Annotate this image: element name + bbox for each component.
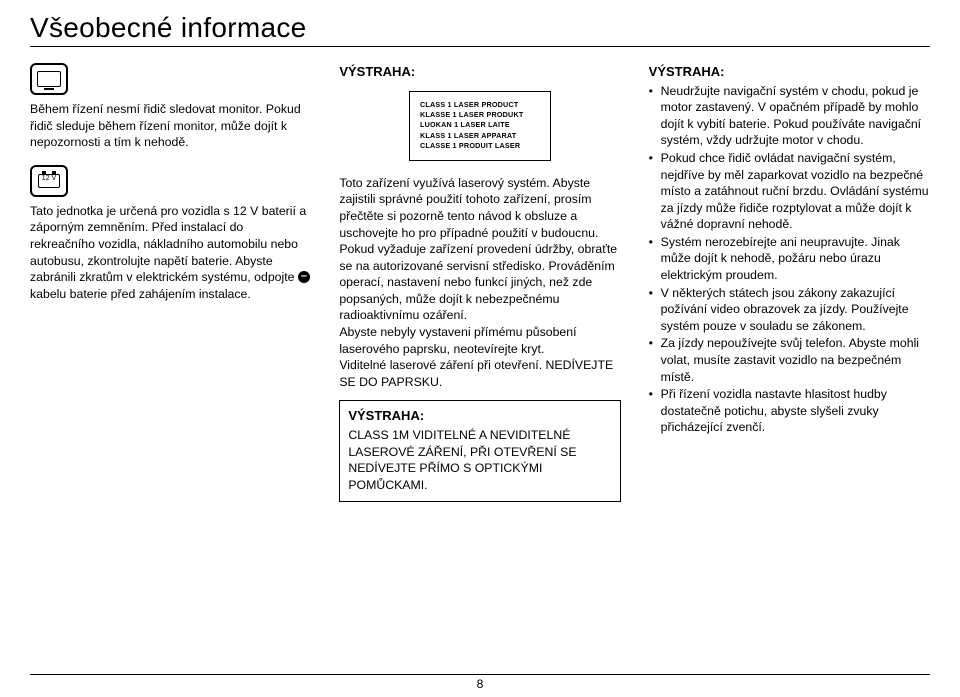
column-2: VÝSTRAHA: CLASS 1 LASER PRODUCT KLASSE 1… [339,63,620,502]
page-number: 8 [477,677,484,691]
warn-box-heading: VÝSTRAHA: [348,407,611,425]
col1-para2-a: Tato jednotka je určená pro vozidla s 12… [30,204,306,284]
laser-line: CLASS 1 LASER PRODUCT [420,100,540,110]
page-footer: 8 [0,674,960,691]
col1-para1: Během řízení nesmí řidič sledovat monito… [30,101,311,151]
page: Všeobecné informace Během řízení nesmí ř… [0,0,960,697]
battery-label: 12 V [38,175,60,182]
bullet-item: Při řízení vozidla nastavte hlasitost hu… [649,386,930,436]
warning-box: VÝSTRAHA: CLASS 1M VIDITELNÉ A NEVIDITEL… [339,400,620,502]
col2-heading: VÝSTRAHA: [339,63,620,81]
col3-bullets: Neudržujte navigační systém v chodu, pok… [649,83,930,436]
title-rule [30,46,930,47]
laser-line: LUOKAN 1 LASER LAITE [420,120,540,130]
columns: Během řízení nesmí řidič sledovat monito… [30,63,930,502]
bullet-item: Za jízdy nepoužívejte svůj telefon. Abys… [649,335,930,385]
column-1: Během řízení nesmí řidič sledovat monito… [30,63,311,502]
bullet-item: Neudržujte navigační systém v chodu, pok… [649,83,930,149]
warn-box-body: CLASS 1M VIDITELNÉ A NEVIDITELNÉ LASEROV… [348,427,611,493]
laser-label-box: CLASS 1 LASER PRODUCT KLASSE 1 LASER PRO… [409,91,551,161]
minus-icon: – [298,271,310,283]
laser-line: KLASS 1 LASER APPARAT [420,131,540,141]
bullet-item: V některých státech jsou zákony zakazují… [649,285,930,335]
laser-line: CLASSE 1 PRODUIT LASER [420,141,540,151]
bullet-item: Systém nerozebírejte ani neupravujte. Ji… [649,234,930,284]
col3-heading: VÝSTRAHA: [649,63,930,81]
battery-icon: 12 V [30,165,68,197]
page-title: Všeobecné informace [30,12,930,44]
col1-para2: Tato jednotka je určená pro vozidla s 12… [30,203,311,303]
col2-body: Toto zařízení využívá laserový systém. A… [339,175,620,391]
monitor-icon [30,63,68,95]
laser-line: KLASSE 1 LASER PRODUKT [420,110,540,120]
bullet-item: Pokud chce řidič ovládat navigační systé… [649,150,930,233]
column-3: VÝSTRAHA: Neudržujte navigační systém v … [649,63,930,502]
col1-para2-b: kabelu baterie před zahájením instalace. [30,287,251,301]
footer-rule [30,674,930,675]
